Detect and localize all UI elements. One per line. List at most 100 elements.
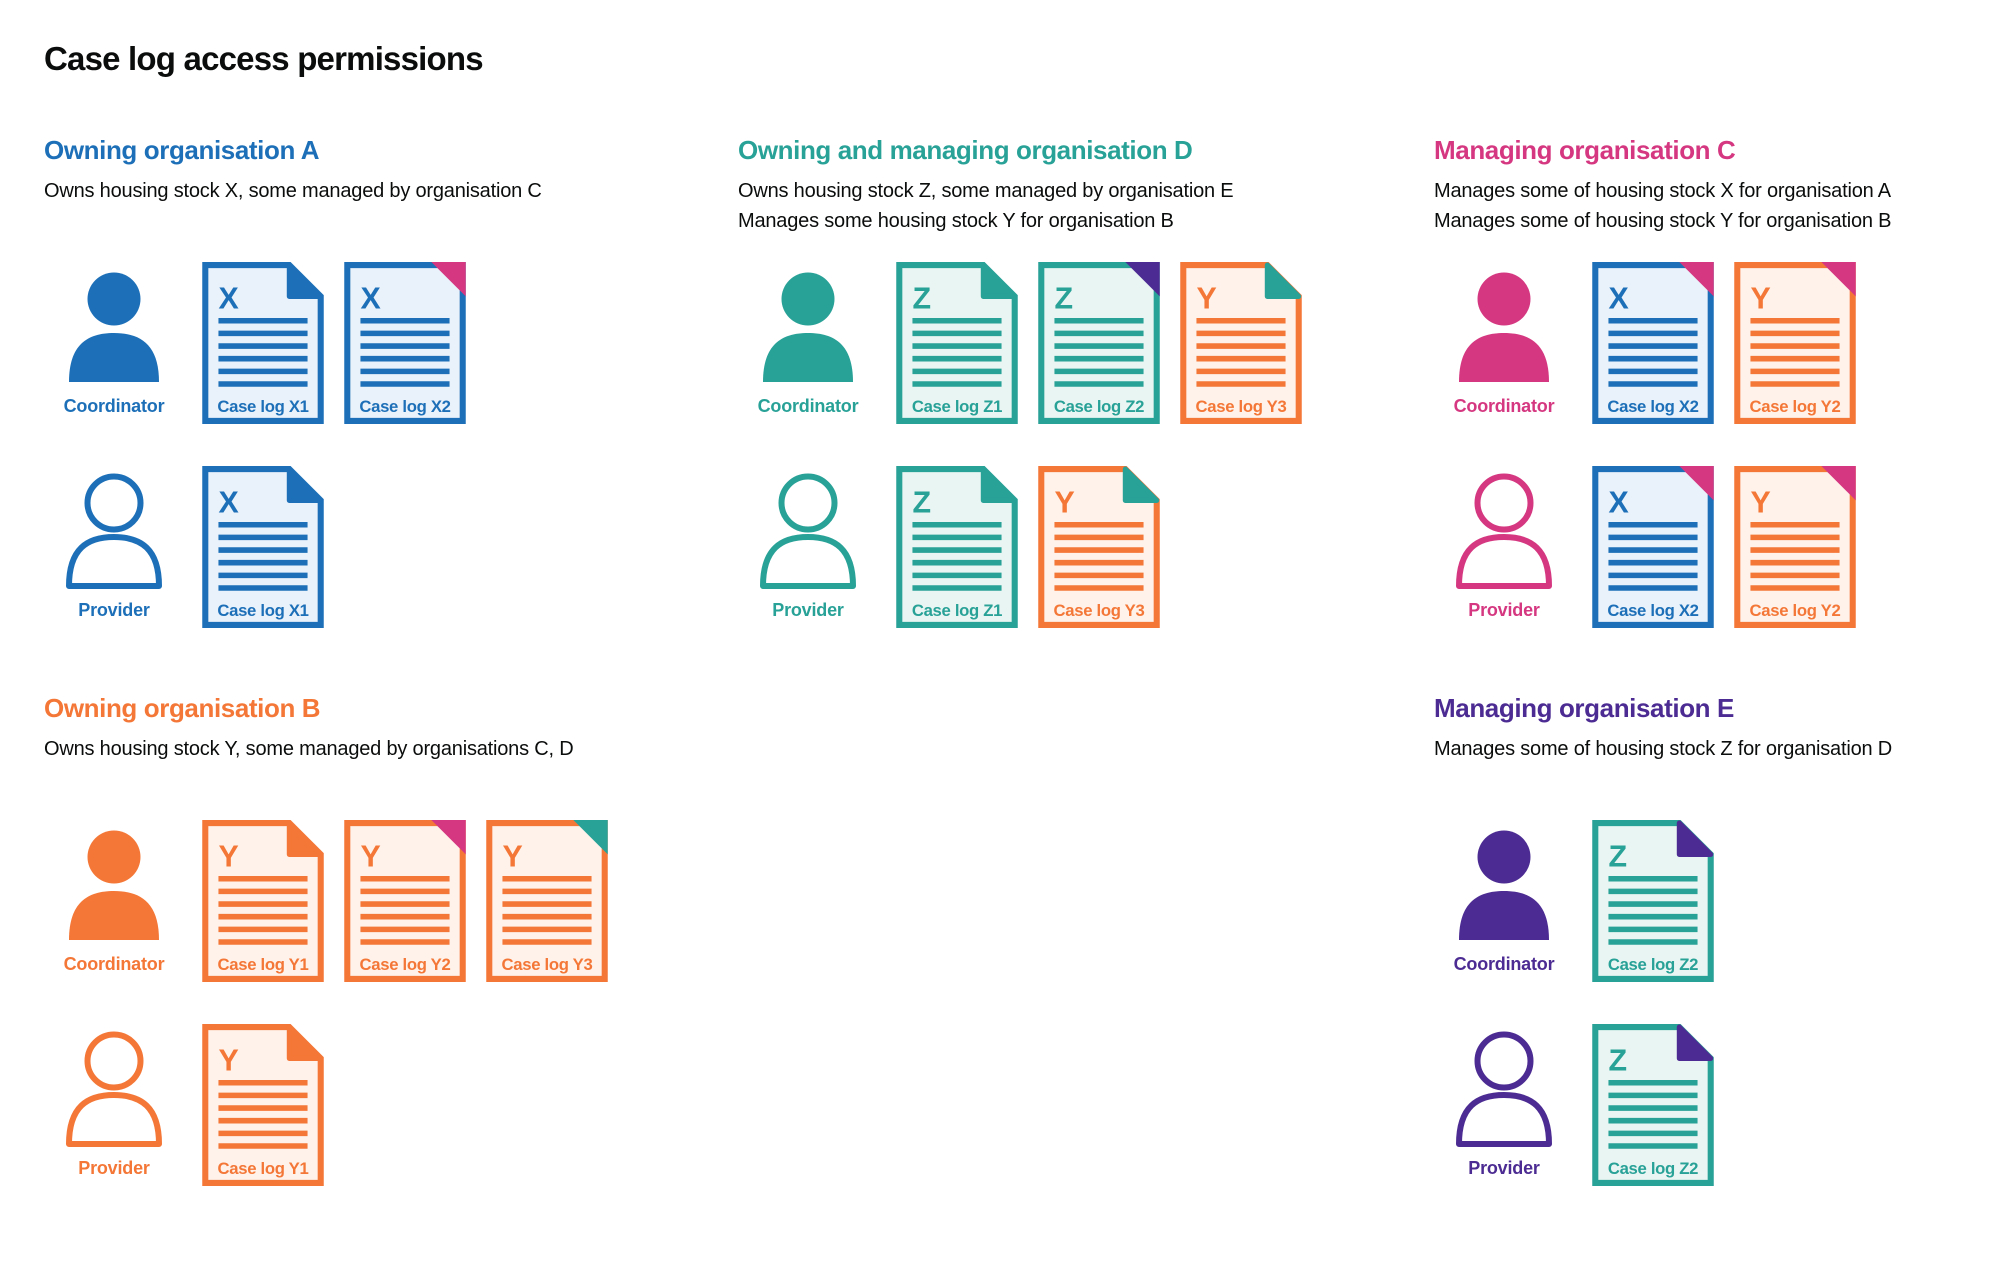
doc-stock-letter: Z bbox=[1608, 1044, 1627, 1077]
doc-fold-corner bbox=[431, 261, 466, 297]
page-title: Case log access permissions bbox=[44, 40, 484, 77]
org-block-e: Managing organisation E Manages some of h… bbox=[1434, 693, 1970, 1186]
org-description-line: Owns housing stock X, some managed by or… bbox=[44, 179, 542, 202]
person-head bbox=[778, 473, 838, 533]
person-body bbox=[1459, 332, 1549, 382]
doc-fold-corner bbox=[1264, 262, 1302, 299]
org-heading: Owning organisation B bbox=[44, 692, 321, 723]
role-label: Provider bbox=[1468, 1157, 1540, 1178]
doc-label: Case log Z2 bbox=[1608, 955, 1698, 974]
case-log-z2: Z Case log Z2 bbox=[1592, 1023, 1714, 1186]
role-label: Provider bbox=[772, 599, 844, 620]
doc-label: Case log Y1 bbox=[218, 955, 309, 974]
doc-text-lines bbox=[502, 875, 592, 945]
case-log-x2: X Case log X2 bbox=[1592, 261, 1714, 424]
person-body bbox=[69, 890, 159, 940]
role-row-provider: Provider X Case log X1 bbox=[44, 465, 738, 628]
diagram-root: Case log access permissions Owning organ… bbox=[44, 40, 1970, 1186]
case-log-y1: Y Case log Y1 bbox=[202, 1023, 324, 1186]
role-row-coordinator: Coordinator X Case log X1 X Case log X2 bbox=[44, 261, 738, 424]
doc-stock-letter: X bbox=[360, 282, 380, 315]
case-log-doc-icon: Y Case log Y2 bbox=[1734, 261, 1856, 424]
case-log-y3: Y Case log Y3 bbox=[486, 819, 608, 982]
org-heading: Managing organisation C bbox=[1434, 135, 1736, 165]
person-body bbox=[66, 533, 162, 589]
case-log-z2: Z Case log Z2 bbox=[1038, 261, 1160, 424]
doc-fold-corner bbox=[1679, 465, 1714, 501]
doc-stock-letter: X bbox=[218, 486, 238, 519]
coordinator-person-icon bbox=[763, 272, 853, 382]
provider-figure: Provider bbox=[738, 472, 878, 621]
case-log-doc-icon: Z Case log Z2 bbox=[1592, 819, 1714, 982]
org-block-d: Owning and managing organisation D Owns h… bbox=[738, 135, 1434, 628]
person-body bbox=[1456, 1091, 1552, 1147]
docs-row: Y Case log Y1 Y Case log Y2 Y Case log Y… bbox=[202, 819, 608, 982]
case-log-doc-icon: Z Case log Z2 bbox=[1592, 1023, 1714, 1186]
doc-text-lines bbox=[1196, 317, 1286, 387]
doc-stock-letter: Z bbox=[912, 282, 931, 315]
case-log-doc-icon: Y Case log Y3 bbox=[1180, 261, 1302, 424]
provider-person-icon bbox=[760, 473, 856, 589]
org-description: Manages some of housing stock Z for orga… bbox=[1434, 734, 1970, 796]
org-description-line: Owns housing stock Z, some managed by or… bbox=[738, 179, 1234, 202]
doc-text-lines bbox=[1054, 317, 1144, 387]
provider-person-icon bbox=[66, 473, 162, 589]
case-log-doc-icon: X Case log X2 bbox=[344, 261, 466, 424]
case-log-x1: X Case log X1 bbox=[202, 261, 324, 424]
doc-fold-corner bbox=[286, 262, 324, 299]
doc-fold-corner bbox=[980, 466, 1018, 503]
org-block-b: Owning organisation B Owns housing stock … bbox=[44, 692, 738, 1186]
doc-stock-letter: Y bbox=[218, 840, 238, 873]
doc-stock-letter: Z bbox=[1054, 282, 1073, 315]
role-label: Coordinator bbox=[63, 395, 165, 416]
docs-row: X Case log X2 Y Case log Y2 bbox=[1592, 465, 1856, 628]
doc-stock-letter: Z bbox=[912, 486, 931, 519]
org-description-line: Owns housing stock Y, some managed by or… bbox=[44, 737, 574, 760]
doc-fold-corner bbox=[286, 820, 324, 857]
doc-label: Case log Y2 bbox=[1750, 397, 1841, 416]
case-log-doc-icon: X Case log X1 bbox=[202, 465, 324, 628]
org-description-line: Manages some housing stock Y for organis… bbox=[738, 209, 1174, 232]
doc-label: Case log Z1 bbox=[912, 397, 1002, 416]
doc-label: Case log X2 bbox=[359, 397, 450, 416]
role-row-provider: Provider Y Case log Y1 bbox=[44, 1023, 738, 1186]
doc-stock-letter: Y bbox=[1750, 282, 1770, 315]
case-log-y1: Y Case log Y1 bbox=[202, 819, 324, 982]
doc-text-lines bbox=[1750, 317, 1840, 387]
doc-stock-letter: X bbox=[1608, 486, 1628, 519]
doc-stock-letter: X bbox=[1608, 282, 1628, 315]
case-log-doc-icon: X Case log X2 bbox=[1592, 465, 1714, 628]
case-log-doc-icon: Y Case log Y1 bbox=[202, 1023, 324, 1186]
case-log-doc-icon: Y Case log Y2 bbox=[1734, 465, 1856, 628]
case-log-doc-icon: Y Case log Y3 bbox=[486, 819, 608, 982]
role-label: Coordinator bbox=[757, 395, 859, 416]
org-heading: Owning and managing organisation D bbox=[738, 135, 1193, 165]
person-head bbox=[1477, 272, 1531, 326]
case-log-doc-icon: X Case log X1 bbox=[202, 261, 324, 424]
role-row-coordinator: Coordinator X Case log X2 Y Case log Y2 bbox=[1434, 261, 1970, 424]
case-log-z1: Z Case log Z1 bbox=[896, 261, 1018, 424]
doc-text-lines bbox=[218, 317, 308, 387]
case-log-y3: Y Case log Y3 bbox=[1180, 261, 1302, 424]
case-log-doc-icon: Y Case log Y2 bbox=[344, 819, 466, 982]
person-head bbox=[87, 272, 141, 326]
person-head bbox=[781, 272, 835, 326]
doc-fold-corner bbox=[286, 466, 324, 503]
doc-label: Case log Y3 bbox=[1196, 397, 1287, 416]
case-log-x2: X Case log X2 bbox=[1592, 465, 1714, 628]
org-description: Owns housing stock X, some managed by or… bbox=[44, 176, 738, 238]
provider-person-icon bbox=[1456, 1031, 1552, 1147]
docs-row: X Case log X2 Y Case log Y2 bbox=[1592, 261, 1856, 424]
case-log-doc-icon: X Case log X2 bbox=[1592, 261, 1714, 424]
doc-fold-corner bbox=[1821, 465, 1856, 501]
person-body bbox=[69, 332, 159, 382]
org-description-line: Manages some of housing stock Y for orga… bbox=[1434, 209, 1892, 232]
case-log-doc-icon: Z Case log Z1 bbox=[896, 465, 1018, 628]
doc-label: Case log Y2 bbox=[360, 955, 451, 974]
doc-fold-corner bbox=[1676, 820, 1714, 857]
person-body bbox=[1459, 890, 1549, 940]
doc-label: Case log Z2 bbox=[1054, 397, 1144, 416]
doc-label: Case log Z1 bbox=[912, 601, 1002, 620]
docs-row: Y Case log Y1 bbox=[202, 1023, 324, 1186]
org-heading: Owning organisation A bbox=[44, 135, 320, 165]
